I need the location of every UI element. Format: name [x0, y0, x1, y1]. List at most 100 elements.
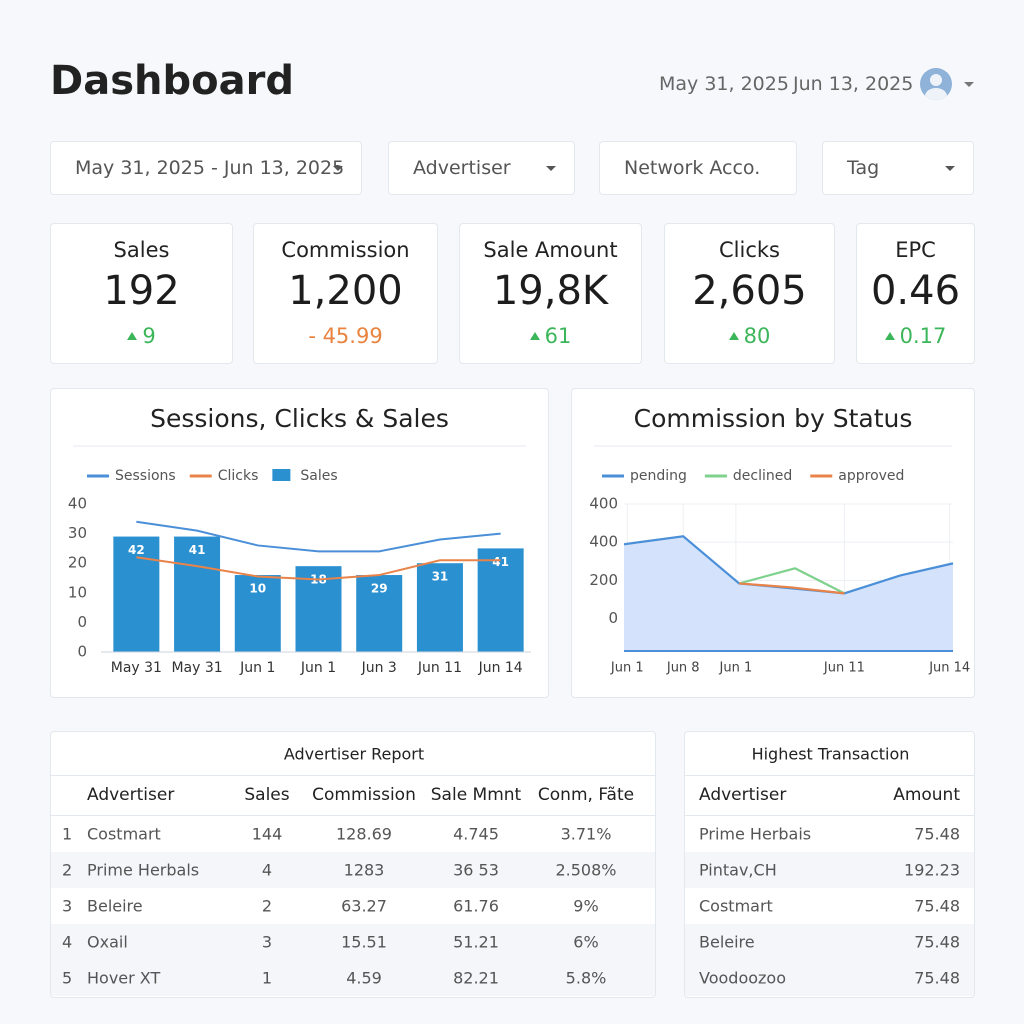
page-title: Dashboard	[50, 58, 294, 104]
table-cell: Pintav,CH	[699, 860, 777, 880]
bar-label: 31	[432, 570, 449, 584]
kpi-value: 0.46	[870, 268, 961, 314]
kpi-delta: 9	[51, 324, 232, 348]
column-header: Commission	[312, 785, 416, 805]
filter-date[interactable]: May 31, 2025 - Jun 13, 2025	[50, 141, 362, 195]
table-cell: 36 53	[453, 860, 499, 880]
x-tick-label: May 31	[111, 660, 162, 676]
column-header: Amount	[893, 785, 960, 805]
kpi-card: Clicks 2,605 80	[664, 223, 835, 364]
divider	[685, 815, 974, 816]
x-tick-label: Jun 1	[239, 660, 275, 676]
y-tick-label: 400	[589, 533, 618, 551]
table-cell: 2.508%	[555, 860, 617, 880]
row-stripe	[685, 960, 974, 996]
bar	[174, 536, 221, 652]
x-tick-label: Jun 8	[666, 661, 700, 676]
line-series	[136, 556, 501, 581]
avatar-caret[interactable]	[964, 82, 974, 87]
avatar[interactable]	[920, 68, 952, 100]
bar-label: 10	[249, 582, 266, 596]
chart-title: Sessions, Clicks & Sales	[150, 404, 449, 433]
kpi-delta: 0.17	[857, 324, 974, 348]
table-cell: 128.69	[336, 824, 392, 844]
x-tick-label: Jun 1	[719, 661, 753, 676]
filter-advertiser[interactable]: Advertiser	[388, 141, 575, 195]
table-cell: Costmart	[699, 896, 773, 916]
bar	[416, 563, 463, 652]
row-stripe	[51, 924, 655, 960]
x-tick-label: May 31	[171, 660, 222, 676]
kpi-delta-text: 9	[142, 324, 156, 348]
table-cell: 15.51	[341, 932, 387, 952]
date-start: May 31, 2025	[659, 73, 789, 95]
kpi-delta-text: 61	[544, 324, 572, 348]
table-cell: 3	[261, 932, 273, 952]
table-cell: Voodoozoo	[699, 968, 786, 988]
legend-label: pending	[630, 468, 687, 484]
bar	[477, 548, 524, 652]
kpi-card: Commission 1,200 - 45.99	[253, 223, 438, 364]
y-tick-label: 0	[608, 609, 618, 627]
table-cell: 192.23	[904, 860, 960, 880]
table-cell: 4	[62, 932, 73, 952]
legend-label: Sales	[300, 468, 337, 484]
filter-tag[interactable]: Tag	[822, 141, 974, 195]
kpi-value: 2,605	[692, 268, 807, 314]
kpi-card: EPC 0.46 0.17	[856, 223, 975, 364]
legend-label: approved	[838, 468, 904, 484]
kpi-label: Clicks	[719, 238, 780, 262]
table-cell: Beleire	[699, 932, 755, 952]
y-tick-label: 0	[77, 643, 87, 661]
table-cell: 9%	[573, 896, 599, 916]
bar-label: 41	[492, 555, 509, 569]
y-tick-label: 40	[68, 495, 87, 513]
kpi-value: 1,200	[288, 268, 403, 314]
row-stripe	[685, 924, 974, 960]
filter-label: Advertiser	[413, 157, 511, 179]
table-cell: 4	[261, 860, 273, 880]
table-title: Highest Transaction	[751, 744, 910, 764]
table-cell: 6%	[573, 932, 599, 952]
legend-label: Sessions	[115, 468, 176, 484]
bar-label: 29	[371, 582, 388, 596]
table-cell: 4.59	[346, 968, 382, 988]
kpi-label: Commission	[281, 238, 410, 262]
column-header: Conm, Fãte	[537, 785, 635, 805]
table-cell: Oxail	[87, 932, 128, 952]
x-tick-label: Jun 1	[300, 660, 336, 676]
table-cell: 61.76	[453, 896, 499, 916]
divider	[51, 775, 655, 776]
x-tick-label: Jun 1	[610, 661, 644, 676]
table-cell: 75.48	[914, 932, 960, 952]
table-cell: Beleire	[87, 896, 143, 916]
table-cell: 82.21	[453, 968, 499, 988]
table-cell: 4.745	[453, 824, 499, 844]
table-cell: 75.48	[914, 824, 960, 844]
divider	[51, 815, 655, 816]
legend-swatch	[272, 469, 291, 481]
date-end: Jun 13, 2025	[793, 73, 914, 95]
filter-label: Network Acco.	[624, 157, 761, 179]
kpi-value: 19,8K	[492, 268, 609, 314]
kpi-delta: - 45.99	[254, 324, 437, 348]
bar-label: 42	[128, 543, 145, 557]
divider	[685, 775, 974, 776]
area-fill	[624, 536, 953, 651]
line-series	[739, 582, 845, 595]
table-cell: 2	[62, 860, 73, 880]
table-cell: 1283	[343, 860, 385, 880]
filter-network[interactable]: Network Acco.	[599, 141, 797, 195]
chart: Commission by Status pending declined appro…	[589, 404, 970, 676]
table-cell: 3.71%	[560, 824, 612, 844]
table-cell: 1	[261, 968, 273, 988]
table-cell: 144	[251, 824, 283, 844]
table-cell: 63.27	[341, 896, 387, 916]
y-tick-label: 400	[589, 495, 618, 513]
bar	[234, 575, 281, 652]
x-tick-label: Jun 14	[928, 661, 970, 676]
table-cell: 1	[62, 824, 73, 844]
legend-label: declined	[733, 468, 792, 484]
kpi-delta-text: - 45.99	[308, 324, 383, 348]
